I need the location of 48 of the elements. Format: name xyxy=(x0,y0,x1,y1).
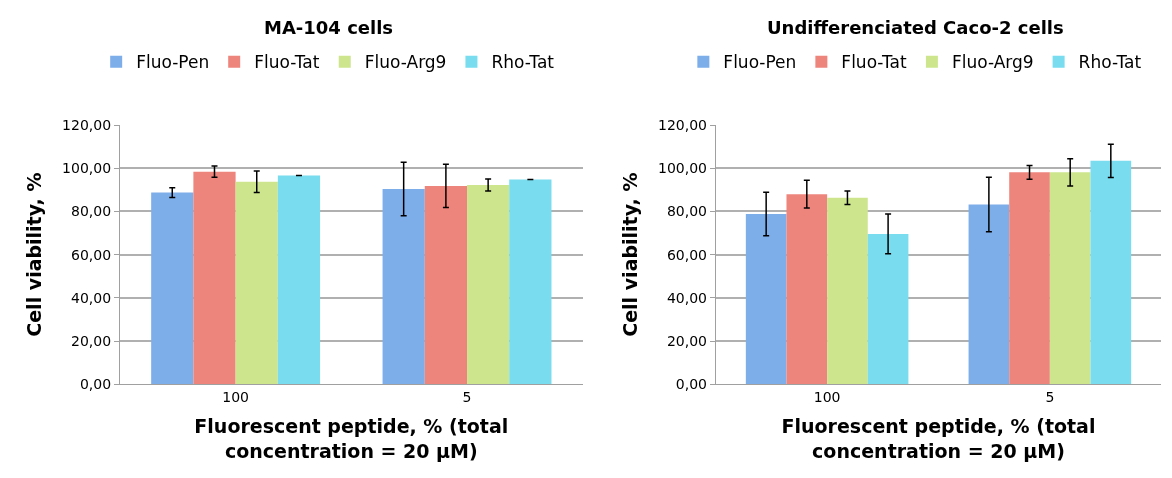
bar xyxy=(235,181,278,385)
bar xyxy=(827,197,868,385)
legend-label: Fluo-Arg9 xyxy=(951,52,1034,73)
bar xyxy=(745,214,787,385)
legend-label: Rho-Tat xyxy=(491,52,555,73)
bar xyxy=(277,175,321,385)
y-tick-label: 100,00 xyxy=(657,160,707,177)
x-axis-title: Fluorescent peptide, % (total concentration = 20 µM) xyxy=(194,414,509,462)
x-tick-label: 100 xyxy=(813,389,841,406)
bar xyxy=(193,171,236,385)
x-tick-label: 5 xyxy=(462,389,472,406)
y-tick-label: 80,00 xyxy=(666,203,707,220)
bar xyxy=(1049,172,1091,385)
bar xyxy=(467,185,510,385)
x-tick-label: 100 xyxy=(222,389,249,406)
y-tick-label: 20,00 xyxy=(71,332,112,349)
bar xyxy=(968,204,1010,385)
y-tick-label: 80,00 xyxy=(71,203,112,220)
bar xyxy=(424,185,468,385)
y-tick-label: 20,00 xyxy=(666,332,707,349)
legend-label: Fluo-Pen xyxy=(723,52,797,73)
bar xyxy=(867,233,909,385)
bar xyxy=(1090,160,1132,385)
chart-title: Undifferenciated Caco-2 cells xyxy=(767,17,1064,38)
bar xyxy=(151,192,194,385)
y-tick-label: 60,00 xyxy=(666,246,707,263)
y-tick-label: 120,00 xyxy=(657,116,707,133)
bar xyxy=(1009,172,1050,385)
chart-title: MA-104 cells xyxy=(264,17,394,38)
y-tick-label: 100,00 xyxy=(62,160,112,177)
legend-label: Fluo-Tat xyxy=(254,52,320,73)
legend-label: Fluo-Pen xyxy=(136,52,210,73)
y-tick-label: 60,00 xyxy=(71,246,112,263)
bar xyxy=(786,194,828,385)
y-tick-label: 0,00 xyxy=(675,376,707,393)
y-tick-label: 40,00 xyxy=(71,289,112,306)
x-axis-title: Fluorescent peptide, % (total concentration = 20 µM) xyxy=(781,414,1096,462)
y-axis-title: Cell viability, % xyxy=(22,172,45,337)
y-tick-label: 120,00 xyxy=(62,116,112,133)
legend-label: Fluo-Tat xyxy=(841,52,907,73)
bar xyxy=(382,188,425,385)
y-tick-label: 40,00 xyxy=(666,289,707,306)
y-axis-title: Cell viability, % xyxy=(618,172,641,337)
legend-label: Rho-Tat xyxy=(1078,52,1142,73)
y-tick-label: 0,00 xyxy=(79,376,112,393)
x-tick-label: 5 xyxy=(1045,389,1055,406)
legend-label: Fluo-Arg9 xyxy=(364,52,447,73)
bar xyxy=(509,179,552,385)
